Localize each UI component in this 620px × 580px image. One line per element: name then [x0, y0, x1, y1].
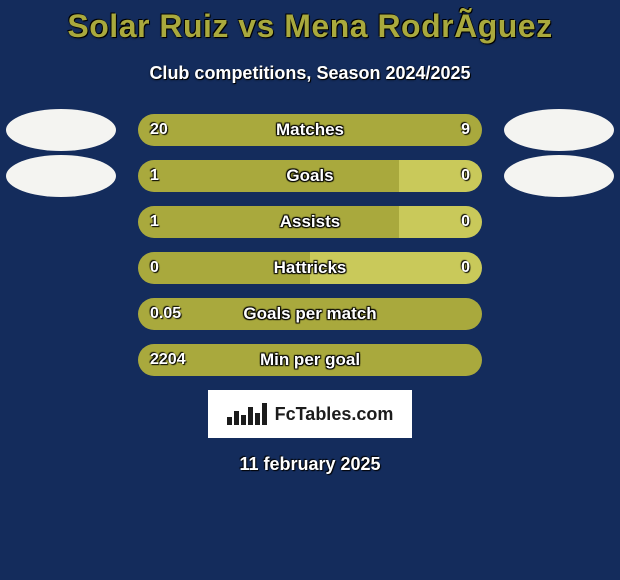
player-avatar-right: [504, 155, 614, 197]
comparison-title: Solar Ruiz vs Mena RodrÃ­guez: [0, 0, 620, 45]
stat-label: Min per goal: [138, 344, 482, 376]
stat-row: 10Goals: [0, 160, 620, 192]
stat-bar: 0.05Goals per match: [138, 298, 482, 330]
fctables-logo: FcTables.com: [208, 390, 412, 438]
stat-bar: 209Matches: [138, 114, 482, 146]
stat-label: Goals per match: [138, 298, 482, 330]
logo-text: FcTables.com: [275, 404, 394, 425]
stat-label: Assists: [138, 206, 482, 238]
stat-row: 0.05Goals per match: [0, 298, 620, 330]
stat-row: 2204Min per goal: [0, 344, 620, 376]
stat-row: 209Matches: [0, 114, 620, 146]
comparison-date: 11 february 2025: [0, 454, 620, 475]
stat-rows: 209Matches 10Goals 10Assists 00Hattricks 0.0…: [0, 114, 620, 376]
stat-row: 00Hattricks: [0, 252, 620, 284]
player-avatar-left: [6, 155, 116, 197]
logo-bars-icon: [227, 403, 267, 425]
stat-row: 10Assists: [0, 206, 620, 238]
comparison-subtitle: Club competitions, Season 2024/2025: [0, 63, 620, 84]
stat-label: Matches: [138, 114, 482, 146]
stat-bar: 00Hattricks: [138, 252, 482, 284]
stat-bar: 10Goals: [138, 160, 482, 192]
stat-bar: 2204Min per goal: [138, 344, 482, 376]
stat-label: Goals: [138, 160, 482, 192]
player-avatar-left: [6, 109, 116, 151]
stat-label: Hattricks: [138, 252, 482, 284]
player-avatar-right: [504, 109, 614, 151]
stat-bar: 10Assists: [138, 206, 482, 238]
